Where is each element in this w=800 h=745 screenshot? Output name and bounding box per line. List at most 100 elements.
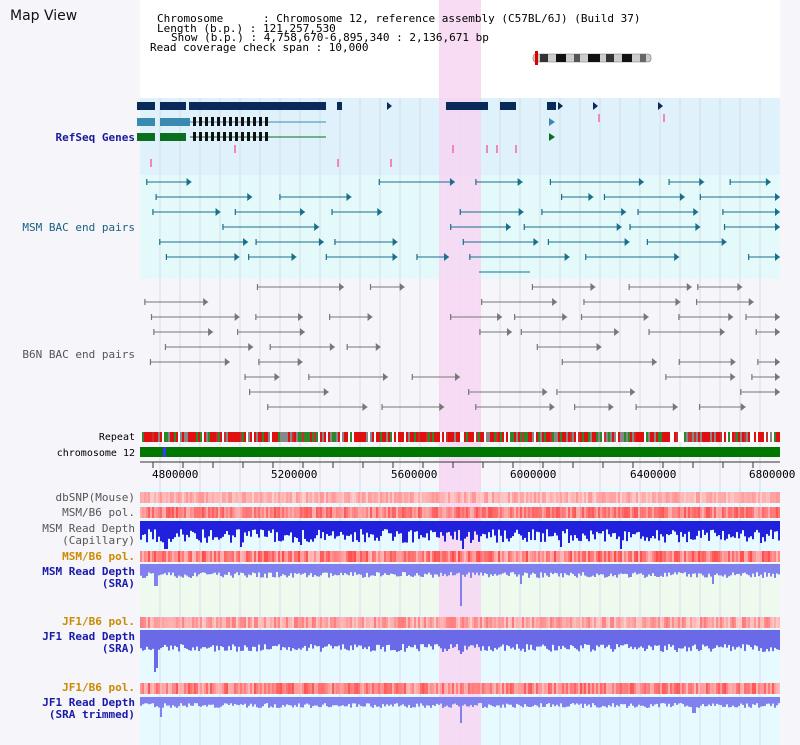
dbsnp-strip — [770, 492, 772, 503]
jf1-b6-pol-strip — [246, 617, 248, 628]
jf1-b6-pol-strip — [472, 683, 474, 694]
msm-sra-depth-bar — [752, 564, 754, 574]
msm-b6-pol-strip — [472, 507, 474, 518]
msm-sra-depth-bar — [334, 564, 336, 575]
msm-b6-pol-strip — [164, 507, 166, 518]
dbsnp-strip — [582, 492, 584, 503]
jf1-b6-pol-strip — [420, 683, 422, 694]
msm-sra-depth-bar — [340, 564, 342, 573]
jf1-sra-trimmed-depth-bar — [508, 697, 510, 705]
msm-b6-pol-strip — [540, 507, 542, 518]
repeat-mark — [748, 432, 750, 442]
msm-sra-depth-bar — [188, 564, 190, 578]
msm-b6-pol-strip — [402, 551, 404, 562]
msm-b6-pol-strip — [170, 551, 172, 562]
msm-capillary-depth-bar — [300, 521, 302, 545]
dbsnp-strip — [430, 492, 432, 503]
msm-b6-pol-strip — [752, 551, 754, 562]
jf1-b6-pol-strip — [612, 617, 614, 628]
track-label-msm-bac[interactable]: MSM BAC end pairs — [22, 221, 135, 234]
msm-capillary-depth-bar — [258, 521, 260, 538]
jf1-b6-pol-strip — [356, 617, 358, 628]
jf1-sra-depth-bar — [538, 630, 540, 647]
repeat-mark — [240, 432, 242, 442]
msm-capillary-depth-bar — [398, 521, 400, 534]
repeat-mark — [698, 432, 700, 442]
repeat-mark — [496, 432, 498, 442]
msm-b6-pol-strip — [402, 507, 404, 518]
msm-b6-pol-strip — [656, 507, 658, 518]
jf1-b6-pol-strip — [202, 617, 204, 628]
msm-capillary-depth-bar — [328, 521, 330, 536]
msm-capillary-depth-bar — [778, 521, 780, 541]
jf1-b6-pol-strip — [576, 617, 578, 628]
msm-bac-pair — [693, 208, 699, 216]
dbsnp-strip — [526, 492, 528, 503]
jf1-sra-depth-bar — [292, 630, 294, 649]
dbsnp-strip — [358, 492, 360, 503]
jf1-b6-pol-strip — [744, 683, 746, 694]
dbsnp-strip — [216, 492, 218, 503]
msm-b6-pol-strip — [292, 551, 294, 562]
jf1-b6-pol-strip — [424, 683, 426, 694]
repeat-mark — [490, 432, 492, 442]
msm-b6-pol-strip — [262, 507, 264, 518]
msm-capillary-depth-bar — [696, 521, 698, 536]
dbsnp-strip — [702, 492, 704, 503]
msm-b6-pol-strip — [318, 551, 320, 562]
jf1-sra-depth-bar — [764, 630, 766, 652]
jf1-sra-trimmed-depth-bar — [430, 697, 432, 708]
jf1-b6-pol-strip — [206, 683, 208, 694]
repeat-mark — [458, 432, 460, 442]
dbsnp-strip — [768, 492, 770, 503]
repeat-mark — [544, 432, 546, 442]
jf1-sra-trimmed-depth-bar — [490, 697, 492, 706]
jf1-b6-pol-strip — [404, 617, 406, 628]
msm-b6-pol-strip — [516, 551, 518, 562]
jf1-b6-pol-strip — [508, 617, 510, 628]
axis-tick-label: 5600000 — [391, 468, 438, 481]
msm-sra-depth-bar — [480, 564, 482, 573]
dbsnp-strip — [330, 492, 332, 503]
track-label-refseq[interactable]: RefSeq Genes — [55, 131, 135, 144]
msm-b6-pol-strip — [620, 507, 622, 518]
dbsnp-strip — [320, 492, 322, 503]
msm-b6-pol-strip — [188, 551, 190, 562]
jf1-sra-depth-bar — [378, 630, 380, 645]
msm-b6-pol-strip — [722, 507, 724, 518]
msm-capillary-depth-bar — [180, 521, 182, 530]
jf1-sra-depth-bar — [232, 630, 234, 645]
msm-sra-depth-bar — [520, 564, 522, 584]
jf1-b6-pol-strip — [580, 683, 582, 694]
jf1-b6-pol-strip — [620, 683, 622, 694]
jf1-sra-trimmed-depth-bar — [504, 697, 506, 708]
jf1-b6-pol-strip — [594, 617, 596, 628]
jf1-sra-depth-bar — [730, 630, 732, 652]
jf1-sra-depth-bar — [148, 630, 150, 650]
msm-b6-pol-strip — [710, 507, 712, 518]
jf1-sra-depth-bar — [522, 630, 524, 649]
msm-sra-depth-bar — [732, 564, 734, 573]
msm-bac-pair — [775, 253, 780, 261]
msm-b6-pol-strip — [234, 551, 236, 562]
msm-b6-pol-strip — [462, 551, 464, 562]
jf1-sra-trimmed-depth-bar — [382, 697, 384, 705]
dbsnp-strip — [754, 492, 756, 503]
gene-mark — [496, 145, 498, 153]
jf1-sra-depth-bar — [494, 630, 496, 648]
track-label-b6n-bac[interactable]: B6N BAC end pairs — [22, 348, 135, 361]
jf1-b6-pol-strip — [472, 617, 474, 628]
jf1-b6-pol-strip — [274, 683, 276, 694]
jf1-b6-pol-strip — [304, 617, 306, 628]
jf1-b6-pol-strip — [430, 683, 432, 694]
repeat-mark — [566, 432, 568, 442]
dbsnp-strip — [454, 492, 456, 503]
dbsnp-strip — [274, 492, 276, 503]
repeat-mark — [492, 432, 494, 442]
jf1-b6-pol-strip — [350, 683, 352, 694]
jf1-sra-depth-bar — [460, 630, 462, 654]
msm-bac-pair — [392, 253, 398, 261]
jf1-sra-depth-bar — [652, 630, 654, 651]
msm-sra-depth-bar — [692, 564, 694, 574]
